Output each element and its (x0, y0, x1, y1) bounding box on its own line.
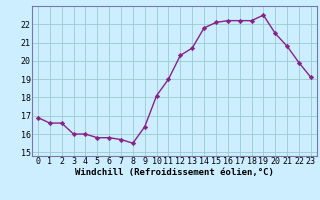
X-axis label: Windchill (Refroidissement éolien,°C): Windchill (Refroidissement éolien,°C) (75, 168, 274, 177)
